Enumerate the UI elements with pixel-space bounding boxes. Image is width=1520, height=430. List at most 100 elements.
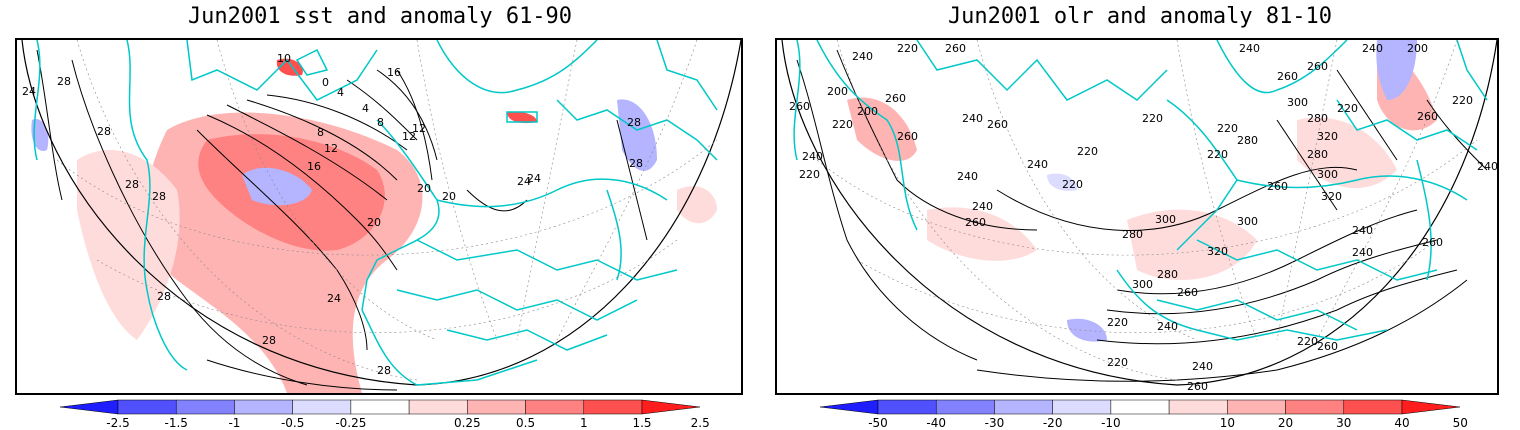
contour-label: 300 bbox=[1317, 168, 1338, 181]
colorbar-tick-label: 1.5 bbox=[632, 416, 652, 430]
colorbar-segment bbox=[1110, 399, 1170, 415]
colorbar-arrow-high bbox=[641, 399, 701, 415]
colorbar-tick-label: 20 bbox=[1277, 416, 1294, 430]
positive-anomaly-region bbox=[77, 150, 180, 340]
colorbar-tick-label: 10 bbox=[1219, 416, 1235, 430]
contour-label: 28 bbox=[157, 290, 171, 303]
contour-label: 220 bbox=[1217, 122, 1238, 135]
contour-label: 240 bbox=[1239, 42, 1260, 55]
contour-label: 220 bbox=[1107, 316, 1128, 329]
sst-contour-labels: 28 24 28 28 28 28 28 24 20 16 12 8 4 0 1… bbox=[22, 52, 643, 377]
contour-label: 300 bbox=[1287, 96, 1308, 109]
colorbar-tick-label: -0.25 bbox=[335, 416, 367, 430]
colorbar-tick-label: -10 bbox=[1101, 416, 1121, 430]
contour-label: 200 bbox=[857, 105, 878, 118]
colorbar-segments bbox=[819, 399, 1461, 415]
contour-label: 260 bbox=[1317, 340, 1338, 353]
contour-label: 20 bbox=[442, 190, 456, 203]
contour-label: 260 bbox=[1307, 60, 1328, 73]
sst-map: 28 24 28 28 28 28 28 24 20 16 12 8 4 0 1… bbox=[15, 38, 743, 395]
contour-label: 260 bbox=[1177, 286, 1198, 299]
contour-label: 240 bbox=[1362, 42, 1383, 55]
colorbar-segment bbox=[994, 399, 1053, 415]
colorbar-tick-label: 30 bbox=[1336, 416, 1352, 430]
contour-label: 8 bbox=[317, 126, 324, 139]
contour-label: 200 bbox=[827, 85, 848, 98]
contour-label: 280 bbox=[1122, 228, 1143, 241]
contour-label: 320 bbox=[1207, 245, 1228, 258]
colorbar-segment bbox=[175, 399, 235, 415]
contour-label: 260 bbox=[945, 42, 966, 55]
contour-label: 280 bbox=[1307, 112, 1328, 125]
contour-label: 220 bbox=[1337, 102, 1358, 115]
contour-label: 220 bbox=[1207, 148, 1228, 161]
colorbar-tick-label: -40 bbox=[926, 416, 947, 430]
graticule bbox=[816, 40, 1478, 381]
contour-label: 28 bbox=[57, 75, 71, 88]
contour-label: 320 bbox=[1317, 130, 1338, 143]
contour-label: 260 bbox=[1187, 380, 1208, 393]
contour-label: 220 bbox=[1077, 145, 1098, 158]
colorbar-arrow-high bbox=[1401, 399, 1461, 415]
contour-label: 4 bbox=[337, 86, 344, 99]
contour-label: 240 bbox=[1027, 158, 1048, 171]
sst-panel: Jun2001 sst and anomaly 61-90 bbox=[15, 4, 743, 430]
contour-label: 28 bbox=[262, 334, 276, 347]
contour-label: 260 bbox=[1277, 70, 1298, 83]
colorbar-tick-label: -2.5 bbox=[106, 416, 130, 430]
colorbar-segment bbox=[292, 399, 352, 415]
contour-label: 260 bbox=[1267, 180, 1288, 193]
contour-label: 240 bbox=[957, 170, 978, 183]
contour-label: 12 bbox=[402, 130, 416, 143]
contour-label: 28 bbox=[377, 364, 391, 377]
contour-label: 280 bbox=[1237, 134, 1258, 147]
contour-label: 220 bbox=[1297, 335, 1318, 348]
contour-label: 320 bbox=[1321, 190, 1342, 203]
contour-label: 240 bbox=[1352, 246, 1373, 259]
contour-label: 220 bbox=[1452, 94, 1473, 107]
colorbar-segment bbox=[117, 399, 177, 415]
contour-label: 260 bbox=[987, 118, 1008, 131]
contour-label: 240 bbox=[1352, 224, 1373, 237]
colorbar-tick-label: 50 bbox=[1452, 416, 1468, 430]
olr-map: 240 220 260 200 260 200 220 240 260 220 … bbox=[775, 38, 1499, 395]
contour-label: 260 bbox=[1417, 110, 1438, 123]
coastlines bbox=[793, 40, 1488, 341]
negative-anomaly-region bbox=[617, 99, 657, 171]
contour-label: 280 bbox=[1307, 148, 1328, 161]
contour-label: 280 bbox=[1157, 268, 1178, 281]
contour-label: 0 bbox=[322, 76, 329, 89]
colorbar-tick-label: 2.5 bbox=[690, 416, 710, 430]
colorbar-tick-label: -1 bbox=[228, 416, 241, 430]
colorbar-tick-label: 0.5 bbox=[516, 416, 536, 430]
contour-label: 20 bbox=[417, 182, 431, 195]
sst-map-svg: 28 24 28 28 28 28 28 24 20 16 12 8 4 0 1… bbox=[21, 40, 741, 393]
contour-label: 220 bbox=[897, 42, 918, 55]
olr-map-svg: 240 220 260 200 260 200 220 240 260 220 … bbox=[781, 40, 1497, 393]
contour-label: 8 bbox=[377, 116, 384, 129]
positive-anomaly-region bbox=[507, 111, 537, 124]
contour-label: 220 bbox=[1107, 356, 1128, 369]
contour-label: 240 bbox=[972, 200, 993, 213]
colorbar-tick-label: 40 bbox=[1394, 416, 1410, 430]
olr-panel: Jun2001 olr and anomaly 81-10 bbox=[760, 0, 1520, 430]
negative-anomaly-region bbox=[1047, 173, 1077, 191]
negative-anomaly-region bbox=[1376, 40, 1417, 100]
colorbar-tick-label: -30 bbox=[984, 416, 1005, 430]
map-projection-boundary bbox=[781, 40, 1497, 386]
positive-anomaly-region bbox=[1127, 209, 1257, 280]
sst-colorbar bbox=[59, 399, 701, 415]
contour-label: 24 bbox=[22, 85, 36, 98]
contour-label: 12 bbox=[324, 142, 338, 155]
colorbar-segment bbox=[1285, 399, 1345, 415]
contour-label: 240 bbox=[852, 50, 873, 63]
colorbar-segment bbox=[350, 399, 410, 415]
colorbar-segment bbox=[583, 399, 643, 415]
olr-colorbar bbox=[819, 399, 1461, 415]
contour-label: 24 bbox=[527, 172, 541, 185]
contour-label: 12 bbox=[412, 122, 426, 135]
contour-label: 28 bbox=[627, 116, 641, 129]
contour-label: 260 bbox=[885, 92, 906, 105]
colorbar-tick-label: -1.5 bbox=[164, 416, 188, 430]
contour-label: 260 bbox=[897, 130, 918, 143]
